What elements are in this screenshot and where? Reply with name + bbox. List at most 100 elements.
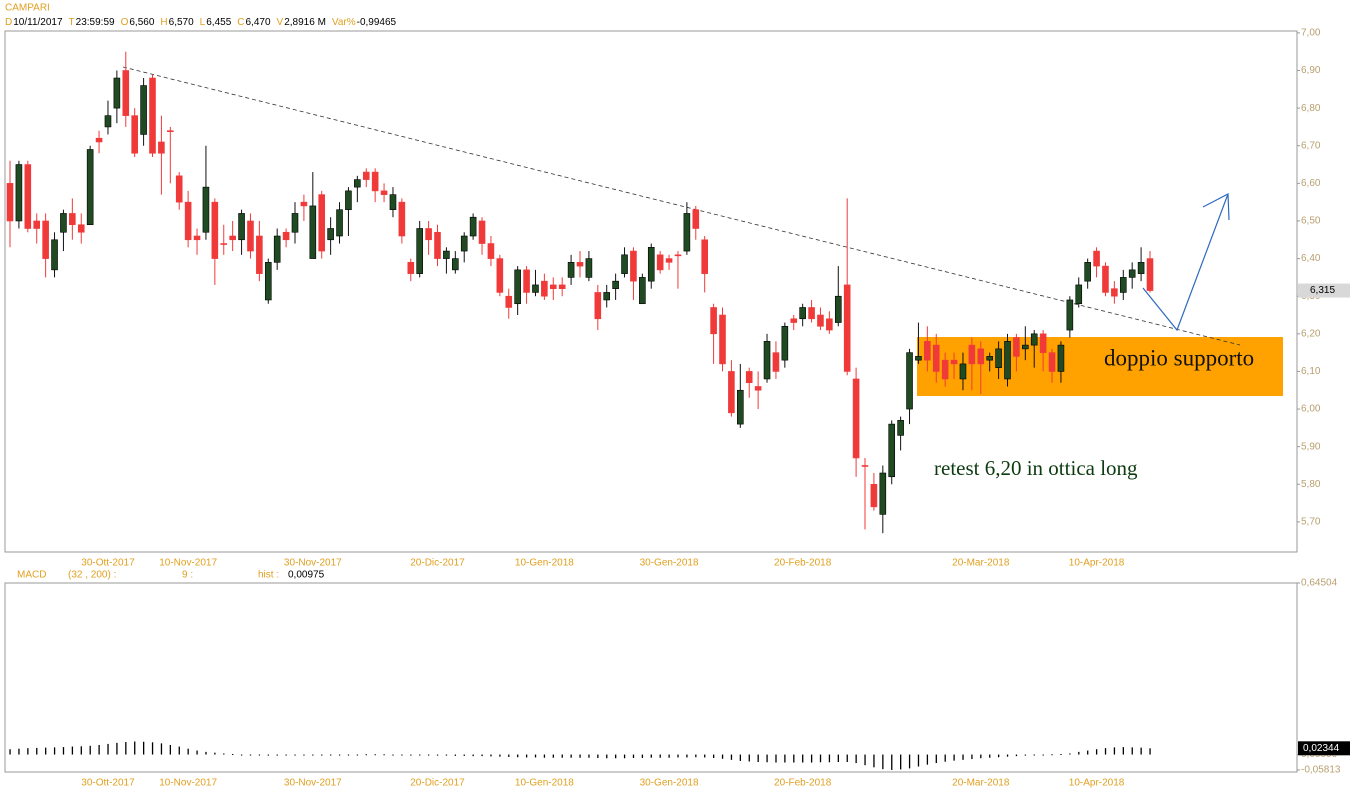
candle-body [852, 378, 860, 459]
candle-body [15, 164, 23, 222]
info-value: 6,560 [129, 17, 154, 28]
candle-body [674, 254, 682, 257]
price-panel [4, 30, 1298, 553]
support-zone [917, 337, 1283, 396]
candle-body [318, 194, 326, 252]
histogram-bar [169, 744, 172, 755]
info-key: O [121, 17, 129, 28]
histogram-bar [374, 754, 376, 756]
histogram-bar [561, 754, 563, 758]
histogram-bar [1131, 747, 1133, 755]
info-key: C [237, 17, 244, 28]
histogram-bar [882, 754, 884, 770]
histogram-bar [249, 754, 252, 756]
candle-body [817, 314, 824, 327]
histogram-bar [1060, 754, 1062, 756]
candle-body [202, 186, 210, 233]
histogram-bar [525, 754, 528, 758]
candle-body [211, 201, 219, 259]
histogram-bar [294, 754, 296, 756]
candle-body [345, 190, 352, 210]
candle-body [621, 254, 628, 274]
info-value: 23:59:59 [76, 17, 115, 28]
candle-body [647, 246, 655, 282]
histogram-bar [196, 750, 198, 755]
candle-body [460, 235, 468, 252]
chart-title: CAMPARI [5, 3, 50, 14]
info-key: H [160, 17, 167, 28]
histogram-bar [499, 754, 501, 757]
candle-body [915, 356, 922, 361]
histogram-bar [107, 743, 109, 755]
histogram-bar [62, 747, 65, 755]
candle-body [1004, 341, 1011, 380]
x-tick-label: 20-Feb-2018 [774, 558, 832, 569]
candle-body [247, 220, 254, 252]
histogram-bar [1006, 754, 1009, 757]
histogram-bar [1051, 754, 1053, 756]
candle-body [585, 258, 593, 278]
histogram-bar [116, 742, 118, 755]
info-key: D [5, 17, 12, 28]
candle-body [1075, 284, 1083, 305]
candle-body [728, 371, 735, 414]
info-key: V [277, 17, 284, 28]
histogram-bar [757, 754, 759, 762]
macd-param: 9 : [182, 570, 193, 581]
y-tick-label: 5,70 [1301, 517, 1321, 528]
candle-body [995, 348, 1002, 368]
histogram-bar [900, 754, 902, 770]
candle-body [523, 269, 530, 293]
histogram-bar [837, 754, 839, 762]
candle-body [229, 235, 236, 241]
candle-body [309, 205, 317, 259]
y-tick-label: 0,64504 [1301, 578, 1338, 589]
histogram-bar [606, 754, 608, 759]
y-tick-label: 6,50 [1301, 216, 1321, 227]
histogram-bar [321, 754, 323, 756]
candle-body [256, 235, 263, 274]
candle-body [149, 77, 156, 154]
histogram-bar [125, 742, 127, 755]
histogram-bar [1104, 748, 1107, 755]
histogram-bar [748, 754, 750, 762]
histogram-bar [926, 754, 929, 765]
x-tick-label: 30-Ott-2017 [81, 558, 135, 569]
histogram-bar [1122, 747, 1124, 755]
y-tick-label: 5,80 [1301, 479, 1321, 490]
histogram-bar [312, 754, 314, 756]
candle-body [1102, 265, 1109, 293]
candle-body [140, 85, 147, 135]
candle-body [514, 269, 521, 305]
histogram-bar [303, 754, 305, 756]
candle-body [1048, 352, 1056, 372]
y-tick-label: 6,60 [1301, 178, 1321, 189]
histogram-bar [142, 741, 145, 755]
candle-body [264, 262, 272, 301]
histogram-bar [775, 754, 777, 763]
histogram-bar [989, 754, 991, 758]
histogram-bar [802, 754, 804, 763]
candle-body [532, 284, 539, 293]
histogram-bar [784, 754, 786, 763]
candle-body [906, 352, 913, 410]
histogram-bar [80, 746, 82, 755]
histogram-bar [1140, 747, 1142, 755]
candle-body [354, 179, 361, 188]
candle-body [870, 483, 878, 508]
histogram-bar [71, 746, 74, 755]
candle-body [861, 465, 869, 467]
histogram-bar [766, 754, 768, 763]
info-value: 6,470 [246, 17, 271, 28]
histogram-bar [89, 745, 91, 755]
histogram-bar [214, 752, 216, 755]
macd-title: MACD [17, 570, 46, 581]
info-value: 6,455 [206, 17, 231, 28]
candle-body [932, 344, 940, 372]
y-tick-label: 6,00 [1301, 404, 1321, 415]
candle-body [683, 213, 691, 252]
y-tick-label: 5,90 [1301, 441, 1321, 452]
x-tick-label: 30-Ott-2017 [81, 778, 135, 789]
x-tick-label: 30-Nov-2017 [284, 778, 342, 789]
